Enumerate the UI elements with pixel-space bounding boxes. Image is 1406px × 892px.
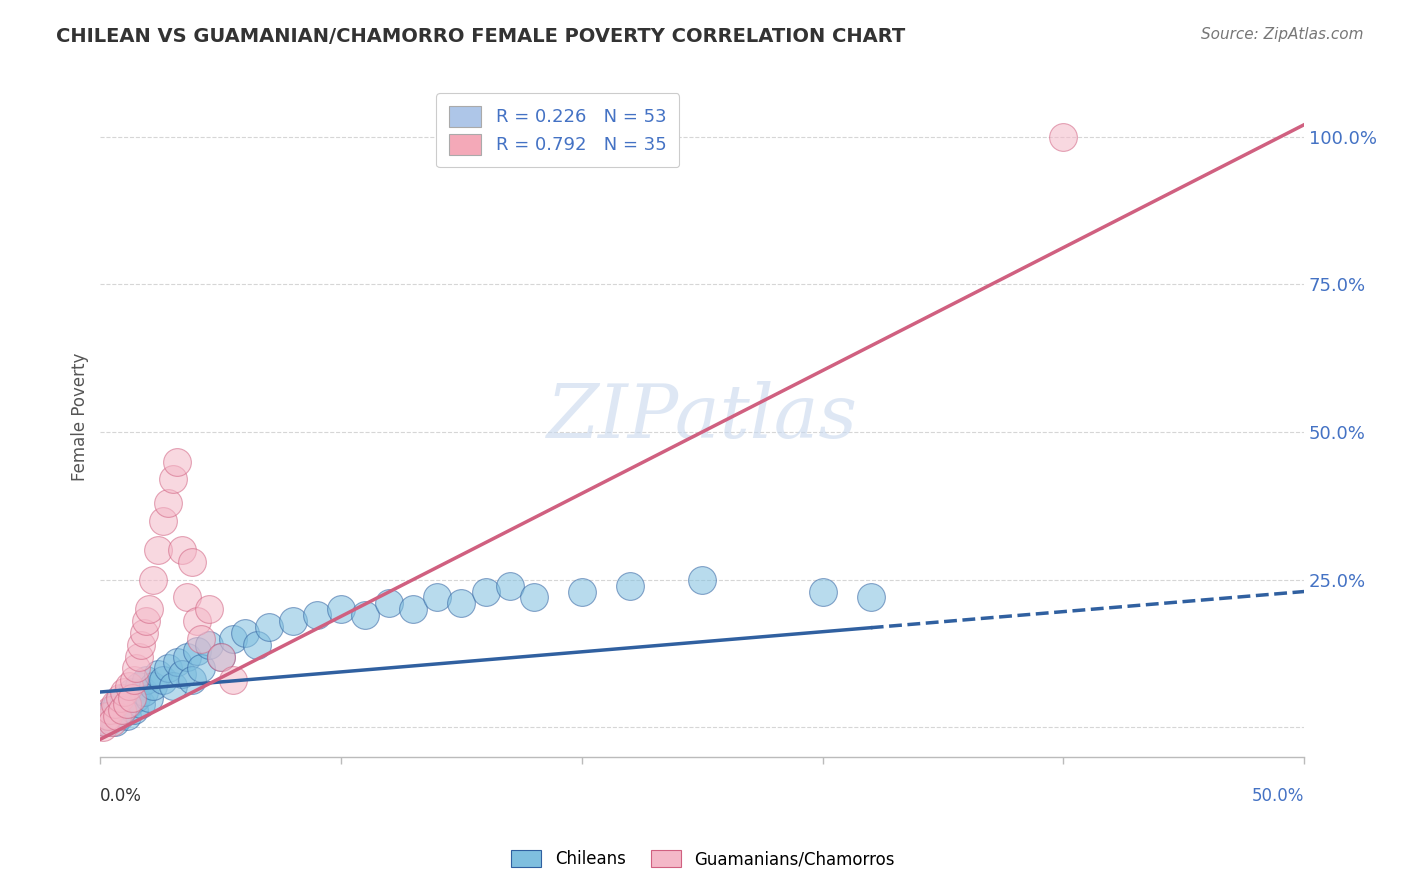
Point xyxy=(98,703,121,717)
Point xyxy=(172,667,194,681)
Point xyxy=(121,685,143,699)
Text: 0.0%: 0.0% xyxy=(100,787,142,805)
Point xyxy=(122,673,145,688)
Text: 50.0%: 50.0% xyxy=(1251,787,1305,805)
Point xyxy=(118,679,141,693)
Point xyxy=(112,690,135,705)
Text: ZIPatlas: ZIPatlas xyxy=(547,381,858,453)
Point xyxy=(122,703,145,717)
Point xyxy=(91,714,114,729)
Point xyxy=(97,714,120,729)
Point xyxy=(180,673,202,688)
Point xyxy=(104,714,127,729)
Point xyxy=(111,703,134,717)
Point xyxy=(209,649,232,664)
Point xyxy=(186,643,208,657)
Point xyxy=(146,543,169,558)
Point xyxy=(571,584,593,599)
Point xyxy=(156,496,179,510)
Point xyxy=(197,602,219,616)
Point xyxy=(180,555,202,569)
Point xyxy=(186,614,208,628)
Point xyxy=(209,649,232,664)
Point xyxy=(619,579,641,593)
Point xyxy=(162,472,184,486)
Point xyxy=(305,608,328,623)
Point xyxy=(426,591,449,605)
Point xyxy=(105,708,128,723)
Point xyxy=(111,703,134,717)
Point xyxy=(115,708,138,723)
Point xyxy=(450,596,472,610)
Point xyxy=(125,690,148,705)
Point xyxy=(132,626,155,640)
Point xyxy=(118,697,141,711)
Point xyxy=(135,614,157,628)
Point xyxy=(402,602,425,616)
Text: Source: ZipAtlas.com: Source: ZipAtlas.com xyxy=(1201,27,1364,42)
Point xyxy=(142,679,165,693)
Point xyxy=(190,632,212,646)
Point xyxy=(222,632,245,646)
Point xyxy=(176,591,198,605)
Point xyxy=(162,679,184,693)
Point xyxy=(115,697,138,711)
Point xyxy=(94,708,117,723)
Point xyxy=(138,690,160,705)
Point xyxy=(125,661,148,675)
Point xyxy=(222,673,245,688)
Point xyxy=(166,454,188,468)
Point xyxy=(129,638,152,652)
Point xyxy=(859,591,882,605)
Point xyxy=(108,690,131,705)
Point xyxy=(112,685,135,699)
Point xyxy=(523,591,546,605)
Legend: R = 0.226   N = 53, R = 0.792   N = 35: R = 0.226 N = 53, R = 0.792 N = 35 xyxy=(436,94,679,168)
Point xyxy=(172,543,194,558)
Point xyxy=(156,661,179,675)
Point xyxy=(108,708,131,723)
Point xyxy=(98,708,121,723)
Point xyxy=(94,714,117,729)
Text: CHILEAN VS GUAMANIAN/CHAMORRO FEMALE POVERTY CORRELATION CHART: CHILEAN VS GUAMANIAN/CHAMORRO FEMALE POV… xyxy=(56,27,905,45)
Point xyxy=(152,673,174,688)
Point xyxy=(128,649,150,664)
Point xyxy=(101,714,124,729)
Point xyxy=(498,579,520,593)
Point xyxy=(138,602,160,616)
Point xyxy=(246,638,269,652)
Point xyxy=(128,679,150,693)
Point xyxy=(104,697,127,711)
Point xyxy=(281,614,304,628)
Point xyxy=(378,596,401,610)
Point xyxy=(233,626,256,640)
Point xyxy=(121,690,143,705)
Point xyxy=(1052,129,1074,144)
Point xyxy=(97,708,120,723)
Point xyxy=(152,514,174,528)
Point xyxy=(166,656,188,670)
Point xyxy=(690,573,713,587)
Point xyxy=(105,697,128,711)
Point xyxy=(101,703,124,717)
Point xyxy=(190,661,212,675)
Point xyxy=(135,673,157,688)
Point xyxy=(146,667,169,681)
Point xyxy=(257,620,280,634)
Point xyxy=(142,573,165,587)
Point xyxy=(132,685,155,699)
Y-axis label: Female Poverty: Female Poverty xyxy=(72,353,89,482)
Point xyxy=(330,602,353,616)
Point xyxy=(474,584,496,599)
Point xyxy=(129,697,152,711)
Legend: Chileans, Guamanians/Chamorros: Chileans, Guamanians/Chamorros xyxy=(505,843,901,875)
Point xyxy=(91,721,114,735)
Point xyxy=(354,608,377,623)
Point xyxy=(811,584,834,599)
Point xyxy=(176,649,198,664)
Point xyxy=(197,638,219,652)
